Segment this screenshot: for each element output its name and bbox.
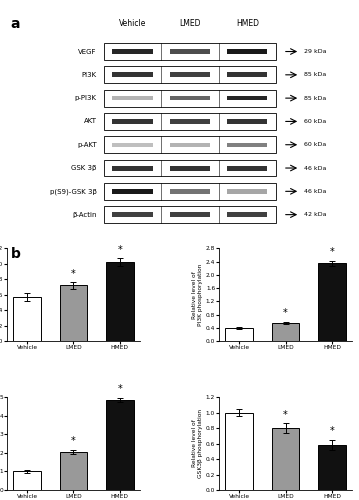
Bar [112, 72, 153, 78]
Bar [112, 166, 153, 170]
Bar [112, 50, 153, 54]
Bar [170, 96, 210, 100]
Bar [227, 189, 267, 194]
Text: a: a [11, 16, 20, 30]
Text: β-Actin: β-Actin [72, 212, 97, 218]
Bar [106, 400, 134, 490]
Bar [106, 262, 134, 341]
Text: 46 kDa: 46 kDa [304, 189, 326, 194]
Bar [227, 143, 267, 146]
Bar [170, 119, 210, 124]
Bar [104, 113, 276, 130]
Text: p-AKT: p-AKT [77, 142, 97, 148]
Bar [272, 428, 299, 490]
Text: PI3K: PI3K [81, 72, 97, 78]
Text: b: b [11, 248, 21, 262]
Text: Vehicle: Vehicle [119, 18, 146, 28]
Bar [13, 472, 41, 490]
Y-axis label: Relative level of
GSK3β phosphorylation: Relative level of GSK3β phosphorylation [192, 409, 203, 478]
Bar [104, 136, 276, 153]
Text: p(S9)-GSK 3β: p(S9)-GSK 3β [50, 188, 97, 194]
Bar [104, 206, 276, 223]
Bar [60, 452, 87, 490]
Bar [225, 412, 253, 490]
Text: 60 kDa: 60 kDa [304, 142, 326, 147]
Bar [13, 297, 41, 341]
Text: p-PI3K: p-PI3K [75, 95, 97, 101]
Bar [225, 328, 253, 341]
Text: 29 kDa: 29 kDa [304, 49, 326, 54]
Text: 46 kDa: 46 kDa [304, 166, 326, 170]
Bar [170, 72, 210, 78]
Text: LMED: LMED [179, 18, 201, 28]
Text: GSK 3β: GSK 3β [71, 165, 97, 171]
Text: AKT: AKT [84, 118, 97, 124]
Text: *: * [283, 410, 288, 420]
Bar [227, 72, 267, 78]
Bar [104, 160, 276, 176]
Bar [227, 50, 267, 54]
Text: 60 kDa: 60 kDa [304, 119, 326, 124]
Bar [60, 286, 87, 341]
Text: *: * [330, 426, 334, 436]
Bar [112, 143, 153, 146]
Bar [227, 166, 267, 170]
Text: *: * [283, 308, 288, 318]
Bar [170, 143, 210, 146]
Text: 42 kDa: 42 kDa [304, 212, 326, 217]
Bar [170, 50, 210, 54]
Text: 85 kDa: 85 kDa [304, 96, 326, 100]
Bar [170, 166, 210, 170]
Bar [104, 43, 276, 60]
Bar [318, 445, 346, 490]
Bar [170, 189, 210, 194]
Text: *: * [330, 247, 334, 257]
Text: 85 kDa: 85 kDa [304, 72, 326, 78]
Text: HMED: HMED [236, 18, 259, 28]
Text: *: * [117, 244, 122, 254]
Y-axis label: Relative level of
PI3K phosphorylation: Relative level of PI3K phosphorylation [192, 264, 203, 326]
Text: *: * [117, 384, 122, 394]
Bar [112, 119, 153, 124]
Bar [170, 212, 210, 217]
Bar [104, 183, 276, 200]
Bar [227, 212, 267, 217]
Text: VEGF: VEGF [78, 48, 97, 54]
Text: *: * [71, 268, 76, 278]
Bar [272, 323, 299, 341]
Bar [104, 66, 276, 83]
Bar [104, 90, 276, 106]
Bar [112, 212, 153, 217]
Bar [227, 119, 267, 124]
Bar [318, 263, 346, 341]
Bar [112, 189, 153, 194]
Bar [227, 96, 267, 100]
Text: *: * [71, 436, 76, 446]
Bar [112, 96, 153, 100]
